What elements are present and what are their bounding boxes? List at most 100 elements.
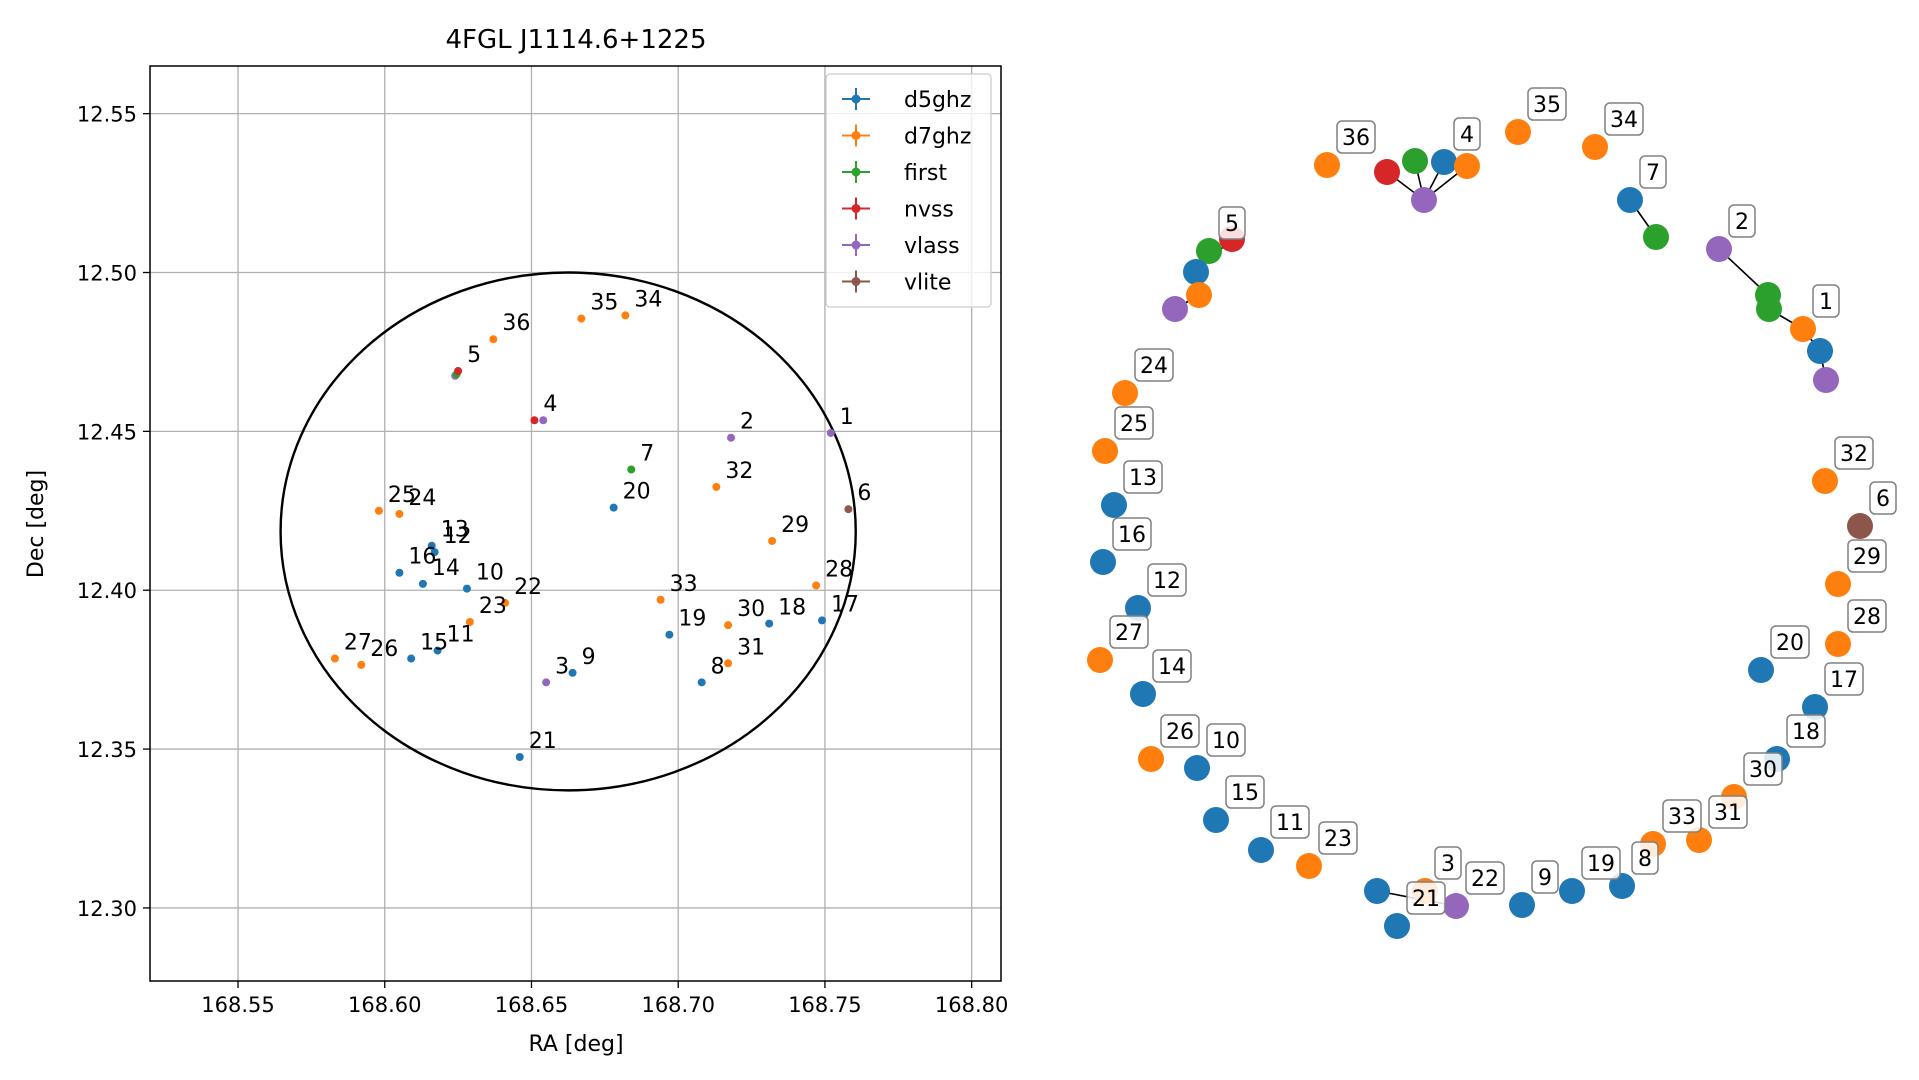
graph-node [1643, 224, 1669, 250]
graph-node [1130, 681, 1156, 707]
point-label: 7 [640, 441, 654, 466]
point-label: 15 [420, 631, 448, 656]
point-label: 21 [529, 729, 557, 754]
graph-node [1162, 296, 1188, 322]
legend-label: vlass [904, 234, 960, 259]
node-label: 3 [1434, 846, 1462, 880]
graph-node [1203, 807, 1229, 833]
data-point [621, 311, 630, 320]
node-label: 6 [1869, 481, 1897, 515]
node-label: 16 [1112, 517, 1152, 551]
node-label: 21 [1406, 881, 1446, 915]
node-label: 15 [1225, 775, 1265, 809]
data-point [568, 668, 577, 677]
node-label-text: 11 [1276, 811, 1304, 836]
data-point [357, 660, 366, 669]
x-tick-label: 168.70 [641, 993, 714, 1017]
node-label: 8 [1631, 841, 1659, 875]
data-point [697, 678, 706, 687]
data-point [577, 314, 586, 323]
graph-node [1825, 631, 1851, 657]
point-label: 29 [781, 513, 809, 538]
chart-title: 4FGL J1114.6+1225 [446, 25, 707, 55]
node-label-text: 5 [1225, 212, 1239, 237]
y-tick-label: 12.55 [77, 103, 137, 127]
node-label-text: 3 [1441, 852, 1455, 877]
node-label-text: 10 [1212, 729, 1240, 754]
point-label: 14 [432, 556, 460, 581]
legend-item: d5ghz [842, 88, 971, 113]
point-label: 1 [840, 405, 854, 430]
graph-node [1582, 134, 1608, 160]
node-label-text: 32 [1840, 442, 1868, 467]
point-label: 17 [831, 592, 859, 617]
node-label: 34 [1604, 102, 1644, 136]
y-axis-ticks: 12.30 12.35 12.40 12.45 12.50 12.55 [77, 103, 150, 921]
data-point [765, 619, 774, 628]
plot-frame [149, 65, 1002, 982]
graph-node [1364, 878, 1390, 904]
point-label: 9 [582, 645, 596, 670]
data-point [627, 465, 636, 474]
legend-item: vlite [842, 270, 951, 296]
node-label-text: 20 [1776, 631, 1804, 656]
y-tick-label: 12.50 [77, 262, 137, 286]
y-tick-label: 12.35 [77, 738, 137, 762]
legend-item: vlass [842, 234, 960, 259]
data-point [374, 506, 383, 515]
node-label-text: 27 [1115, 621, 1143, 646]
point-label: 13 [441, 518, 469, 543]
error-ellipse [279, 271, 857, 792]
node-label: 9 [1531, 860, 1559, 894]
point-label: 4 [543, 392, 557, 417]
node-label: 7 [1639, 155, 1667, 189]
point-label: 25 [388, 483, 416, 508]
point-label: 30 [737, 597, 765, 622]
data-point [427, 541, 436, 550]
graph-nodes [1087, 119, 1873, 939]
node-label-text: 9 [1538, 866, 1552, 891]
node-label: 12 [1147, 563, 1187, 597]
data-point [724, 621, 733, 630]
node-label-text: 1 [1819, 290, 1833, 315]
x-axis-ticks: 168.55 168.60 168.65 168.70 168.75 168.80 [201, 981, 1008, 1017]
node-label-text: 12 [1153, 569, 1181, 594]
node-label-text: 23 [1324, 827, 1352, 852]
point-label: 6 [857, 481, 871, 506]
point-label: 26 [370, 637, 398, 662]
data-point [489, 335, 498, 344]
node-label-text: 16 [1118, 523, 1146, 548]
data-point [539, 416, 548, 425]
node-label-text: 7 [1646, 161, 1660, 186]
point-label: 16 [408, 545, 436, 570]
node-label-text: 28 [1853, 605, 1881, 630]
data-point [712, 482, 721, 491]
node-label: 29 [1847, 539, 1887, 573]
point-label: 36 [502, 311, 530, 336]
data-point [395, 509, 404, 518]
graph-node [1825, 571, 1851, 597]
node-label-text: 33 [1668, 805, 1696, 830]
node-label-text: 26 [1166, 720, 1194, 745]
data-point [515, 753, 524, 762]
graph-node [1112, 380, 1138, 406]
node-label-text: 4 [1460, 123, 1474, 148]
node-label-text: 13 [1129, 466, 1157, 491]
data-point [812, 581, 821, 590]
point-label: 28 [825, 557, 853, 582]
data-point [407, 654, 416, 663]
data-point [817, 616, 826, 625]
node-label: 28 [1847, 599, 1887, 633]
point-label: 10 [476, 561, 504, 586]
y-tick-label: 12.30 [77, 897, 137, 921]
point-label: 24 [408, 486, 436, 511]
graph-node [1411, 187, 1437, 213]
point-label: 5 [467, 343, 481, 368]
graph-node [1790, 316, 1816, 342]
graph-node [1812, 468, 1838, 494]
y-tick-label: 12.40 [77, 579, 137, 603]
node-label-text: 22 [1471, 867, 1499, 892]
point-label: 12 [444, 524, 472, 549]
graph-node [1374, 159, 1400, 185]
